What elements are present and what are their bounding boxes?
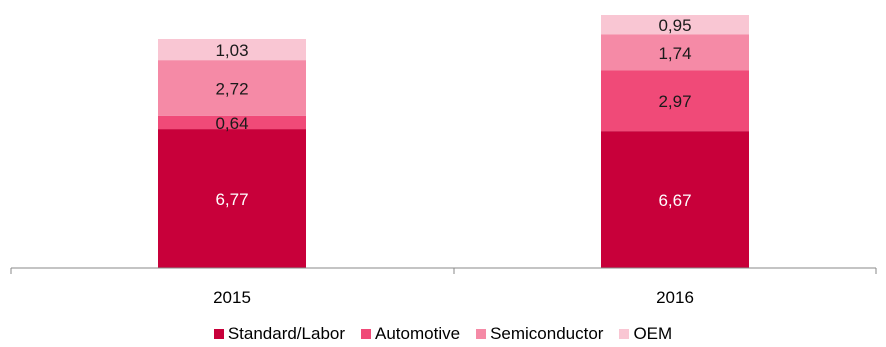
bar-segment-standard-labor-2016 xyxy=(601,131,749,268)
bar-segment-oem-2016 xyxy=(601,15,749,35)
data-label: 1,03 xyxy=(215,41,248,60)
legend-swatch xyxy=(619,329,630,339)
data-label: 6,77 xyxy=(215,190,248,209)
legend-label: Automotive xyxy=(375,324,461,343)
data-label: 0,95 xyxy=(658,16,691,35)
data-label: 1,74 xyxy=(658,44,691,63)
x-tick-label: 2015 xyxy=(213,288,251,307)
bar-segment-semiconductor-2016 xyxy=(601,34,749,71)
bar-segment-semiconductor-2015 xyxy=(158,60,306,116)
data-label: 2,72 xyxy=(215,80,248,99)
legend-label: Standard/Labor xyxy=(227,324,346,343)
legend-item: Standard/Labor xyxy=(213,324,346,344)
legend-swatch xyxy=(476,329,487,339)
legend-label: OEM xyxy=(633,324,673,343)
data-label: 2,97 xyxy=(658,92,691,111)
x-tick-labels: 2015 2016 xyxy=(213,288,694,307)
bar-segment-automotive-2015 xyxy=(158,115,306,130)
bar-segment-automotive-2016 xyxy=(601,70,749,132)
bar-segment-standard-labor-2015 xyxy=(158,129,306,268)
legend-swatch xyxy=(213,329,224,339)
data-label: 6,67 xyxy=(658,191,691,210)
bar-segment-oem-2015 xyxy=(158,39,306,61)
legend-item: OEM xyxy=(619,324,672,344)
x-tick-label: 2016 xyxy=(656,288,694,307)
bars-group: 6,77 0,64 2,72 1,03 6,67 2,97 1,74 0,95 xyxy=(158,15,749,268)
data-label: 0,64 xyxy=(215,114,248,133)
legend-label: Semiconductor xyxy=(490,324,604,343)
legend-swatch xyxy=(361,329,372,339)
legend-item: Semiconductor xyxy=(476,324,603,344)
legend-item: Automotive xyxy=(361,324,460,344)
legend: Standard/Labor Automotive Semiconductor OEM xyxy=(0,324,886,344)
